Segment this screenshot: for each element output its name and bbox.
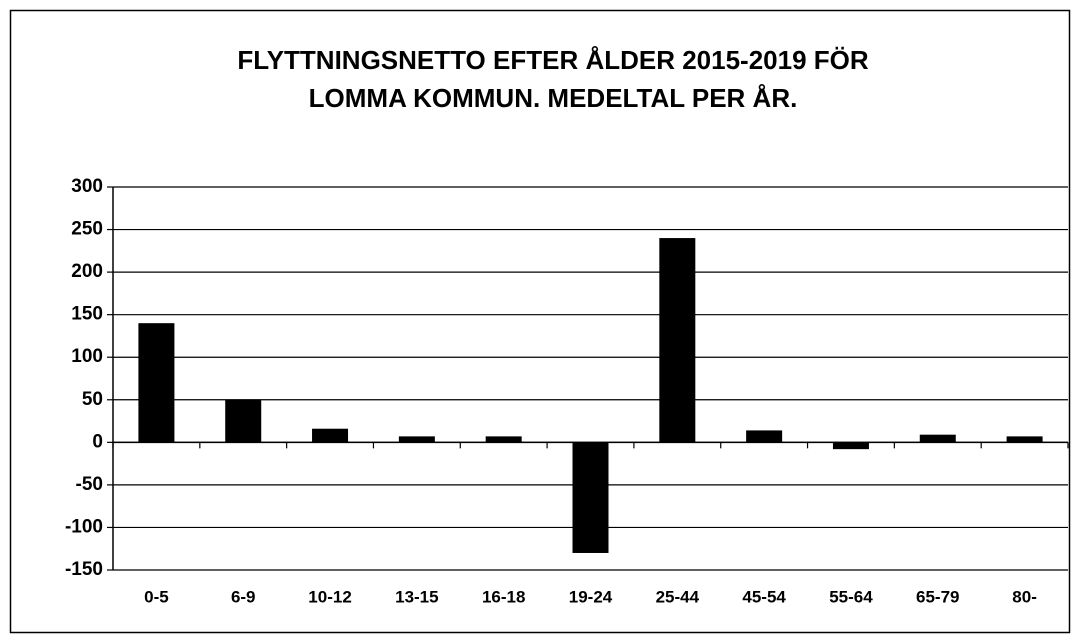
bar [572,442,609,553]
x-tick-label: 80- [1012,587,1037,606]
x-tick-label: 0-5 [144,587,169,606]
x-tick-label: 65-79 [916,587,959,606]
y-tick-label: 300 [71,176,103,197]
y-tick-label: 0 [92,431,103,452]
chart-title: FLYTTNINGSNETTO EFTER ÅLDER 2015-2019 FÖ… [237,45,869,75]
y-tick-label: 50 [82,389,103,410]
x-tick-label: 16-18 [482,587,525,606]
chart-border [9,9,1071,634]
y-tick-label: 150 [71,304,103,325]
x-tick-label: 45-54 [742,587,786,606]
bar [832,442,869,450]
y-tick-label: 100 [71,346,103,367]
bar [398,436,435,443]
x-tick-label: 25-44 [656,587,700,606]
bar [225,399,262,443]
y-tick-label: 250 [71,219,103,240]
bar [312,428,349,443]
x-tick-label: 55-64 [829,587,873,606]
bar [485,436,522,443]
x-tick-label: 10-12 [308,587,351,606]
bar [1006,436,1043,443]
bar [746,430,783,443]
x-tick-label: 6-9 [231,587,256,606]
x-tick-label: 19-24 [569,587,613,606]
bar [138,323,175,443]
y-tick-label: -50 [76,474,103,495]
x-tick-label: 13-15 [395,587,438,606]
chart-title: LOMMA KOMMUN. MEDELTAL PER ÅR. [309,83,798,113]
y-tick-label: -100 [65,516,103,537]
bar [659,238,696,443]
y-tick-label: 200 [71,261,103,282]
bar [919,434,956,443]
y-tick-label: -150 [65,559,103,580]
